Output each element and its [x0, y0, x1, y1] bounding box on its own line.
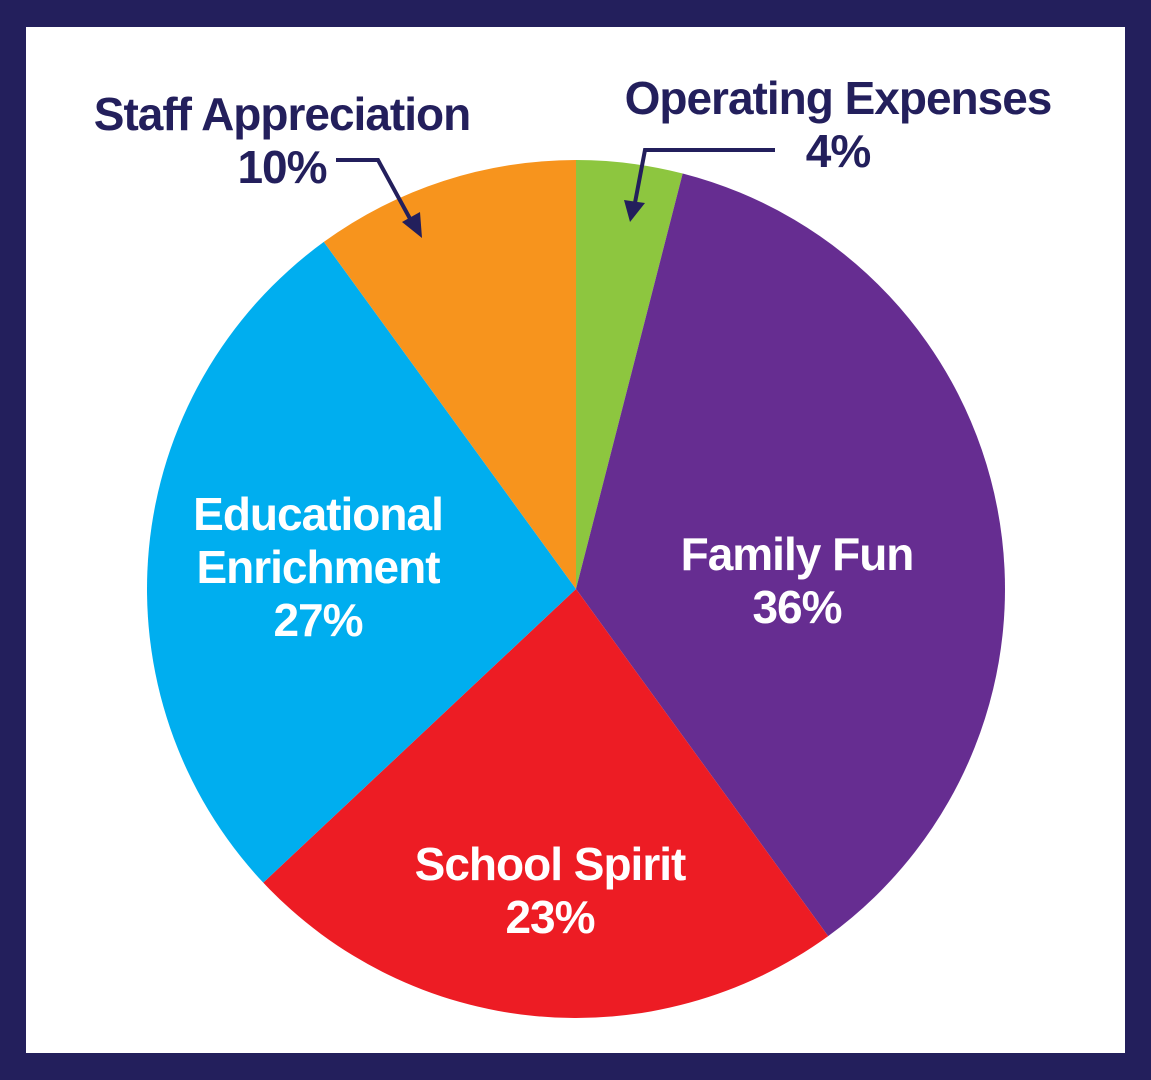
slice-label: School Spirit 23%: [370, 838, 730, 944]
value-label: 4%: [805, 125, 871, 177]
category-label: Family Fun: [680, 528, 915, 580]
pie-slice: [323, 160, 576, 589]
arrowhead: [402, 212, 422, 238]
arrowhead: [624, 200, 645, 222]
value-label: 10%: [237, 141, 327, 193]
pie-slice: [576, 173, 1006, 937]
arrow-line: [336, 158, 416, 227]
pie: [146, 160, 1006, 1019]
pie-slice: [263, 589, 829, 1019]
arrows: [336, 148, 775, 227]
category-label: Staff Appreciation: [93, 88, 471, 140]
value-label: 36%: [752, 581, 842, 633]
slice-label: Family Fun 36%: [637, 528, 957, 634]
category-label: Educational Enrichment: [193, 488, 444, 593]
value-label: 23%: [505, 891, 595, 943]
value-label: 27%: [273, 594, 363, 646]
pie-slice: [576, 160, 683, 589]
slice-label: Educational Enrichment 27%: [168, 488, 468, 647]
arrow-line: [632, 148, 775, 209]
slice-label: Staff Appreciation 10%: [52, 88, 512, 194]
category-label: Operating Expenses: [624, 72, 1053, 124]
pie-slice: [146, 241, 576, 883]
category-label: School Spirit: [414, 838, 687, 890]
slice-label: Operating Expenses 4%: [578, 72, 1098, 178]
